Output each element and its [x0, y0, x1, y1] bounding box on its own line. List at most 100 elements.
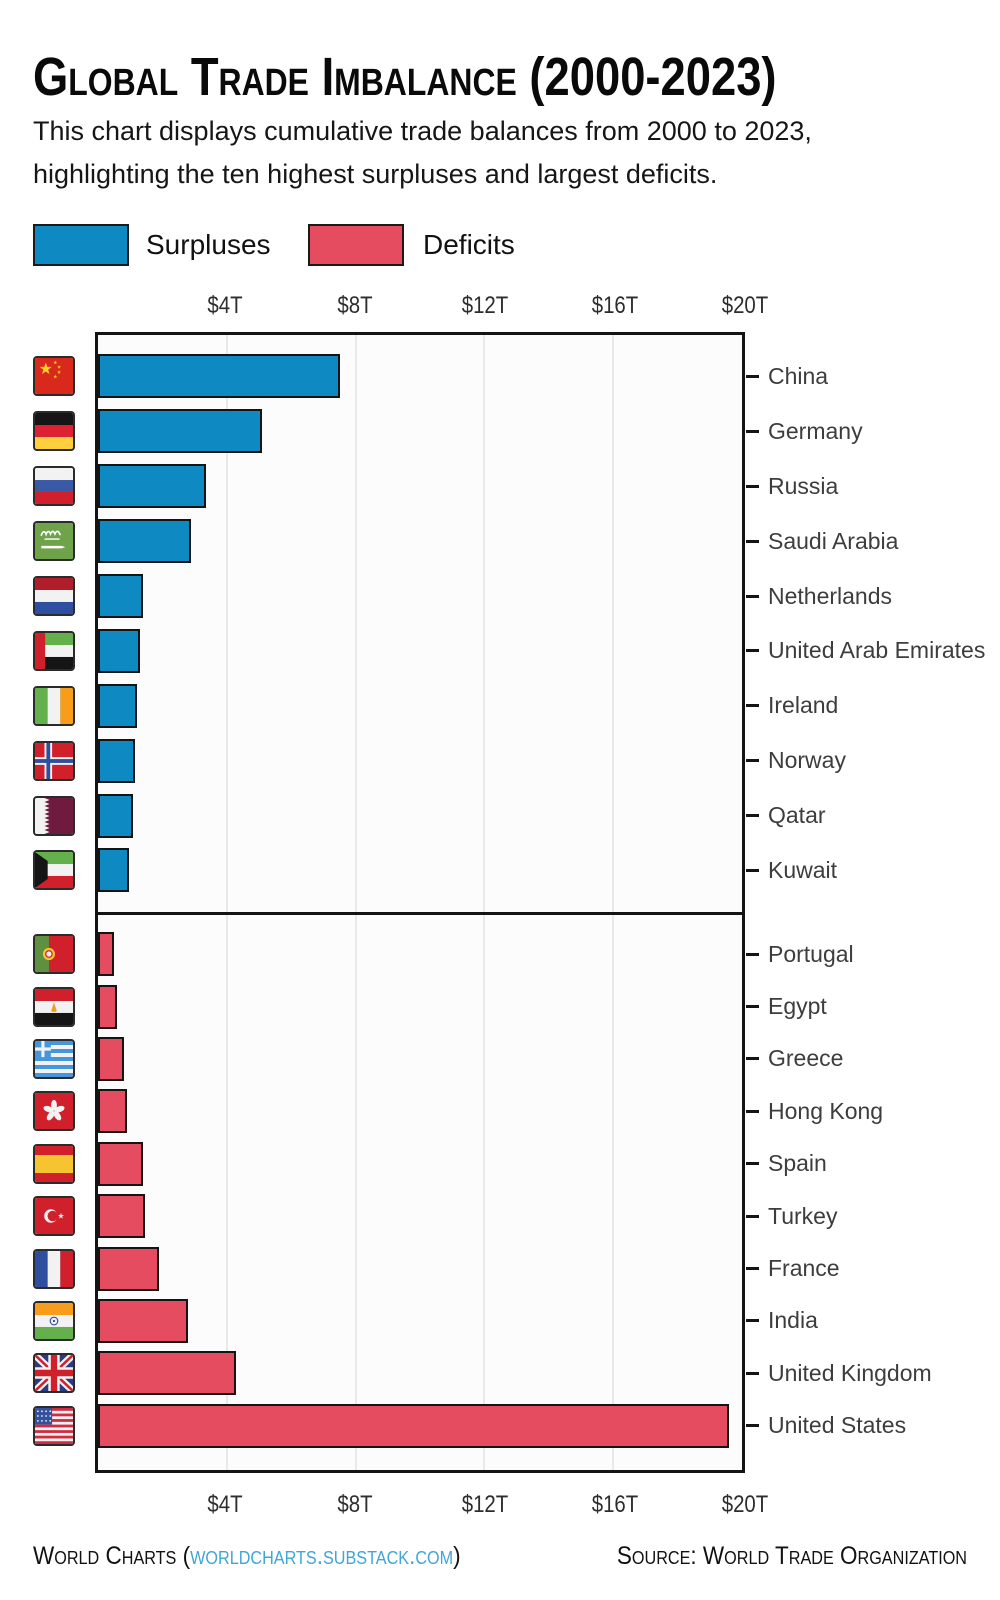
country-label: Qatar [768, 802, 826, 829]
bar-row-spain: Spain [33, 1141, 827, 1186]
country-label-group: Greece [742, 1045, 843, 1072]
flag-icon-kuwait [33, 850, 75, 891]
bar-united-kingdom [98, 1351, 237, 1396]
flag-icon-saudi-arabia [33, 521, 75, 562]
country-label: Ireland [768, 692, 839, 719]
country-label-group: Ireland [742, 692, 838, 719]
bar-turkey [98, 1194, 145, 1239]
bar-row-norway: Norway [33, 738, 846, 783]
flag-icon-hong-kong [33, 1091, 75, 1132]
grid-line [612, 335, 615, 1470]
bar-row-greece: Greece [33, 1036, 843, 1081]
grid-line [225, 335, 228, 1470]
x-tick-label: $8T [337, 1491, 373, 1518]
x-tick-label: $16T [591, 1491, 639, 1518]
tick-dash [746, 484, 759, 488]
country-label: Portugal [768, 940, 854, 967]
country-label: Germany [768, 417, 863, 444]
substack-link[interactable]: worldcharts.substack.com [190, 1542, 454, 1570]
bar-hong-kong [98, 1089, 127, 1134]
bar-row-germany: Germany [33, 409, 863, 454]
country-label: Egypt [768, 993, 827, 1020]
bar-qatar [98, 793, 134, 838]
country-label-group: Egypt [742, 993, 827, 1020]
bar-greece [98, 1036, 124, 1081]
country-label-group: United Kingdom [742, 1360, 932, 1387]
x-tick-label: $16T [591, 292, 639, 319]
bar-row-qatar: Qatar [33, 793, 826, 838]
flag-icon-ireland [33, 685, 75, 726]
tick-dash [746, 868, 759, 872]
flag-icon-turkey [33, 1196, 75, 1237]
country-label-group: United States [742, 1412, 906, 1439]
bar-germany [98, 409, 263, 454]
plot-area: China Germany Russia Saudi Arabia Netherland… [33, 332, 985, 1473]
bar-saudi-arabia [98, 519, 192, 564]
tick-dash [746, 374, 759, 378]
legend-deficit-label: Deficits [423, 229, 515, 260]
country-label: Saudi Arabia [768, 527, 899, 554]
country-label: India [768, 1307, 818, 1334]
tick-dash [746, 1162, 759, 1166]
tick-dash [746, 1214, 759, 1218]
bar-row-united-kingdom: United Kingdom [33, 1351, 932, 1396]
country-label-group: India [742, 1307, 818, 1334]
tick-dash [746, 1267, 759, 1271]
country-label-group: Portugal [742, 941, 854, 968]
x-axis-bottom: $4T $8T $12T $16T $20T [95, 1490, 768, 1520]
bar-row-portugal: Portugal [33, 932, 854, 977]
country-label-group: Norway [742, 747, 846, 774]
tick-dash [746, 1424, 759, 1428]
legend-surplus-label: Surpluses [146, 229, 271, 260]
country-label: United Arab Emirates [768, 637, 986, 664]
bar-united-states [98, 1403, 730, 1448]
tick-dash [746, 1319, 759, 1323]
country-label: Norway [768, 747, 846, 774]
country-label-group: Qatar [742, 802, 826, 829]
tick-dash [746, 952, 759, 956]
tick-dash [746, 539, 759, 543]
bar-row-kuwait: Kuwait [33, 848, 837, 893]
country-label-group: Russia [742, 473, 838, 500]
flag-icon-netherlands [33, 576, 75, 616]
bar-row-ireland: Ireland [33, 683, 838, 728]
tick-dash [746, 429, 759, 433]
legend-surplus-swatch [33, 224, 129, 266]
tick-dash [746, 759, 759, 763]
country-label: United Kingdom [768, 1359, 932, 1386]
x-tick-label: $4T [207, 292, 243, 319]
footer-credit-prefix: World Charts ( [33, 1542, 191, 1570]
bar-row-saudi-arabia: Saudi Arabia [33, 519, 898, 564]
footer-credit-suffix: ) [453, 1542, 461, 1570]
flag-icon-france [33, 1248, 75, 1289]
bar-kuwait [98, 848, 129, 893]
bar-row-netherlands: Netherlands [33, 574, 892, 618]
flag-icon-norway [33, 740, 75, 781]
bar-row-france: France [33, 1246, 840, 1291]
x-tick-label: $12T [461, 1491, 509, 1518]
tick-dash [746, 594, 759, 598]
flag-icon-india [33, 1300, 75, 1341]
bar-row-china: China [33, 354, 828, 399]
bar-india [98, 1298, 189, 1343]
country-label-group: Hong Kong [742, 1098, 883, 1125]
footer: World Charts (worldcharts.substack.com) … [33, 1541, 967, 1571]
subtitle-line-1: This chart displays cumulative trade bal… [33, 116, 812, 146]
x-tick-label: $20T [721, 292, 769, 319]
flag-icon-spain [33, 1143, 75, 1184]
country-label-group: France [742, 1255, 840, 1282]
bar-russia [98, 464, 206, 509]
bar-portugal [98, 932, 115, 977]
country-label: Greece [768, 1045, 844, 1072]
flag-icon-qatar [33, 795, 75, 836]
flag-icon-united-kingdom [33, 1353, 75, 1394]
bar-row-hong-kong: Hong Kong [33, 1089, 883, 1134]
bar-row-egypt: Egypt [33, 984, 827, 1029]
country-label-group: Netherlands [742, 583, 892, 610]
country-label-group: United Arab Emirates [742, 637, 985, 664]
footer-source: Source: World Trade Organization [616, 1542, 967, 1570]
country-label: Turkey [768, 1202, 838, 1229]
legend-deficit-swatch [308, 224, 404, 266]
bar-row-turkey: Turkey [33, 1194, 837, 1239]
flag-icon-egypt [33, 986, 75, 1027]
